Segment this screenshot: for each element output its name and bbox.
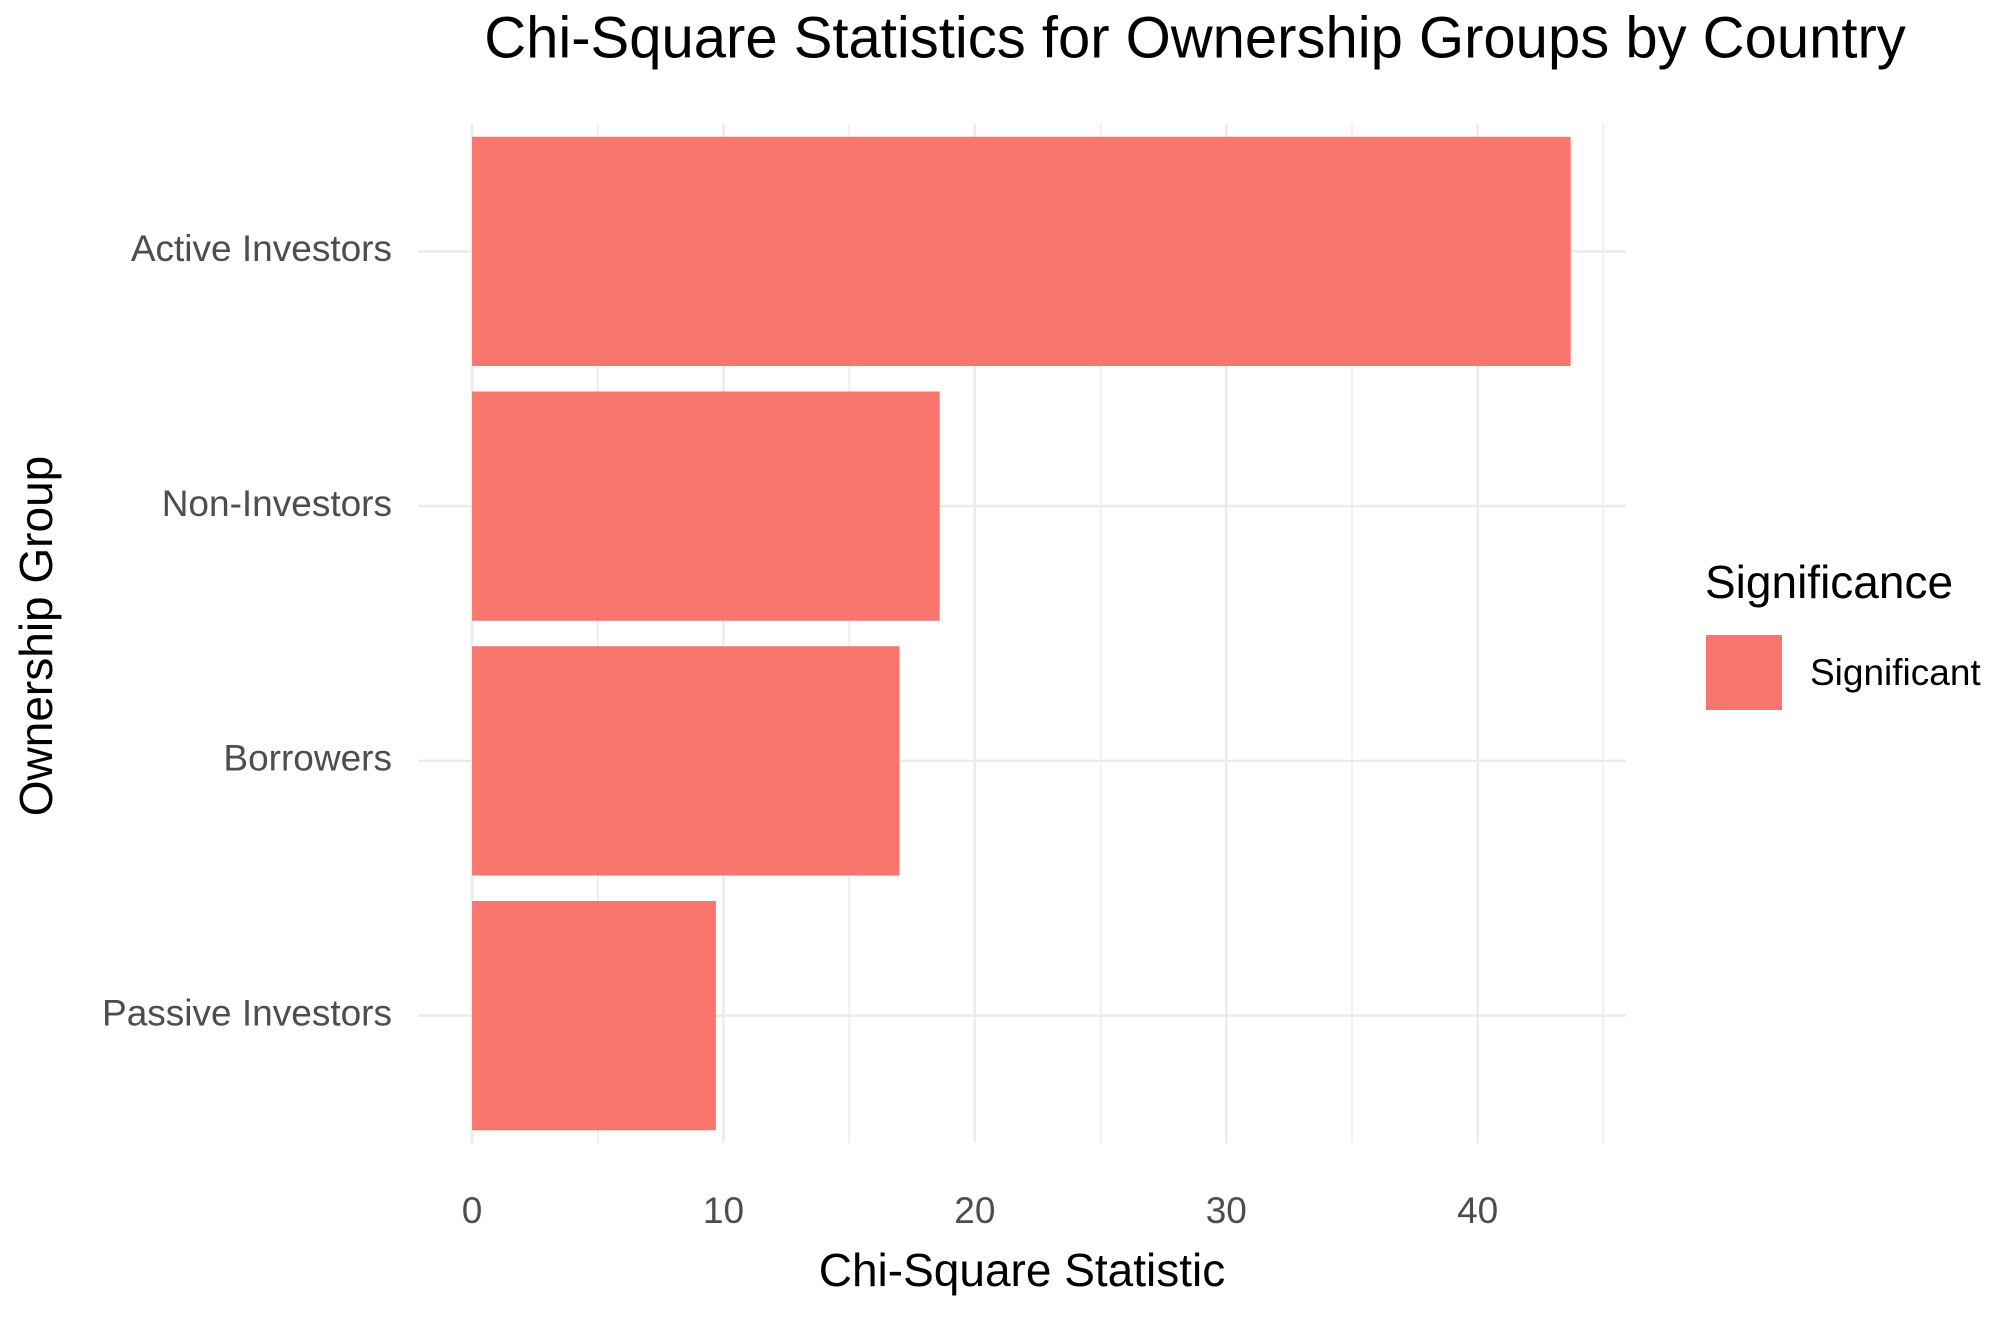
y-axis-title: Ownership Group <box>10 456 62 817</box>
x-tick-label: 20 <box>954 1190 995 1231</box>
x-tick-label: 10 <box>703 1190 744 1231</box>
x-tick-label: 30 <box>1206 1190 1247 1231</box>
x-tick-label: 40 <box>1457 1190 1498 1231</box>
legend-key <box>1706 635 1782 710</box>
y-tick-label: Active Investors <box>131 228 392 269</box>
x-axis-title: Chi-Square Statistic <box>819 1244 1226 1296</box>
legend-title: Significance <box>1705 556 1953 608</box>
legend-label: Significant <box>1810 652 1981 693</box>
x-tick-label: 0 <box>462 1190 483 1231</box>
chart-title: Chi-Square Statistics for Ownership Grou… <box>484 5 1906 70</box>
y-tick-label: Borrowers <box>223 738 392 779</box>
bar <box>472 136 1571 367</box>
bar <box>472 391 940 621</box>
bar <box>472 900 716 1131</box>
y-tick-label: Passive Investors <box>102 992 392 1033</box>
y-tick-label: Non-Investors <box>162 483 392 524</box>
bar <box>472 646 900 876</box>
